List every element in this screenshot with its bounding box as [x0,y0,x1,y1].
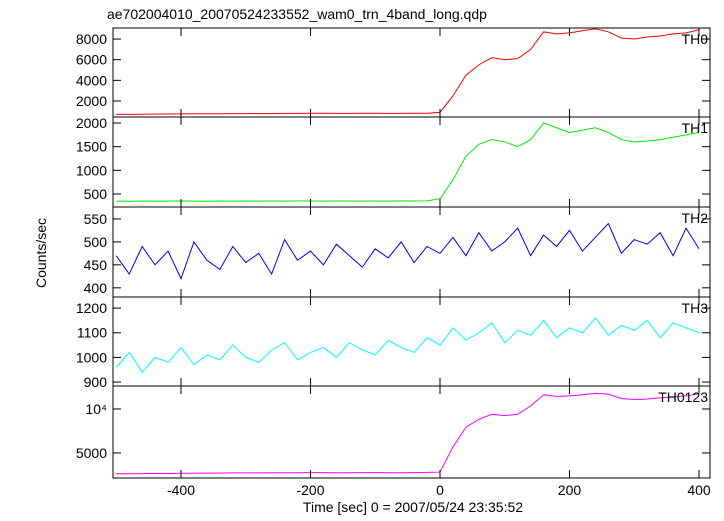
panel-frame [112,385,711,479]
panel-frame [112,116,711,208]
y-tick-label: 550 [84,211,108,227]
data-line [116,392,700,475]
y-tick-label: 6000 [76,52,107,68]
y-tick-label: 1000 [76,349,107,365]
y-axis-label: Counts/sec [33,218,49,288]
y-tick-label: 1200 [76,300,107,316]
panel-label: TH2 [682,210,709,226]
y-tick-label: 1500 [76,139,107,155]
y-tick-label: 4000 [76,72,107,88]
data-line [115,222,700,280]
x-tick-label: 200 [558,482,582,498]
y-tick-label: 10⁴ [85,401,107,417]
y-tick-label: 1100 [77,325,107,341]
panel-label: TH0123 [658,389,708,405]
panel-frame [112,27,711,118]
panel-label: TH1 [682,120,709,136]
data-line [116,28,700,115]
y-tick-label: 500 [84,234,108,250]
y-tick-label: 400 [84,280,108,296]
chart-title: ae702004010_20070524233552_wam0_trn_4ban… [107,6,487,22]
x-tick-label: -400 [167,482,195,498]
x-tick-label: -200 [296,482,324,498]
panel-frame [112,296,711,387]
data-line [116,122,700,202]
panel-label: TH0 [682,31,709,47]
y-tick-label: 1000 [76,162,107,178]
x-axis-label: Time [sec] 0 = 2007/05/24 23:35:52 [303,499,523,515]
x-tick-label: 400 [687,482,711,498]
panel-label: TH3 [682,300,709,316]
y-tick-label: 2000 [76,115,107,131]
y-tick-label: 5000 [76,445,107,461]
y-tick-label: 500 [84,186,108,202]
y-tick-label: 450 [84,257,108,273]
x-tick-label: 0 [436,482,444,498]
y-tick-label: 2000 [76,93,107,109]
y-tick-label: 8000 [76,31,107,47]
data-line [115,317,700,374]
y-tick-label: 900 [84,374,108,390]
